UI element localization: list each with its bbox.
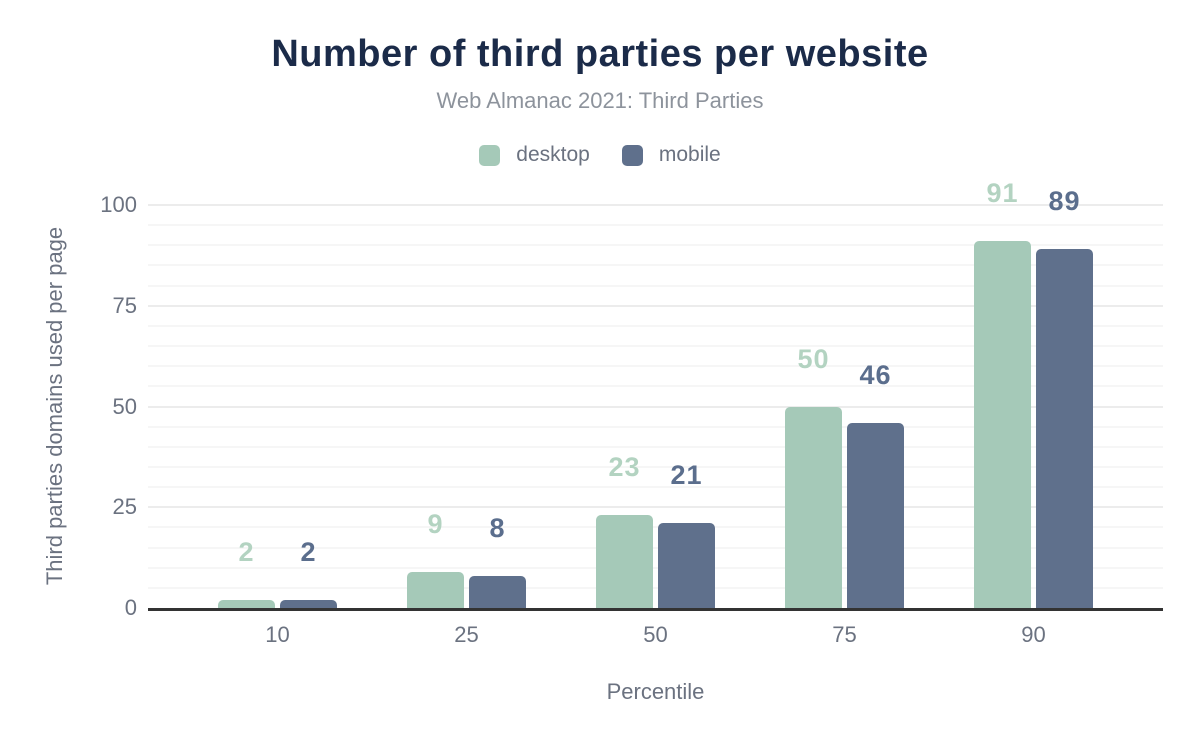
x-tick-label: 10	[265, 622, 290, 647]
gridline	[148, 324, 1163, 327]
gridline	[148, 264, 1163, 267]
bar-value-label: 8	[489, 512, 506, 543]
x-tick-label: 75	[832, 622, 857, 647]
y-axis-title: Third parties domains used per page	[42, 226, 67, 586]
chart-title: Number of third parties per website	[271, 33, 929, 75]
gridline	[148, 365, 1163, 368]
bar-value-label: 46	[859, 359, 892, 390]
gridline	[148, 385, 1163, 388]
legend-label: desktop	[516, 143, 590, 166]
y-axis-ticks: 0 25 50 75 100	[0, 192, 137, 620]
bar-desktop-p50	[596, 515, 653, 608]
bar-mobile-p25	[469, 575, 526, 608]
bar-desktop-p90	[974, 241, 1031, 608]
y-tick-label: 50	[112, 393, 137, 419]
x-axis-ticks: 10 25 50 75 90	[148, 622, 1163, 652]
bar-desktop-p10	[218, 599, 275, 608]
bar-value-label: 9	[427, 508, 444, 539]
bar-value-label: 21	[670, 460, 703, 491]
x-tick-label: 50	[643, 622, 668, 647]
legend-label: mobile	[658, 143, 721, 166]
y-tick-label: 25	[112, 494, 137, 520]
y-tick-label: 75	[112, 292, 137, 318]
y-tick-label: 100	[100, 192, 137, 217]
gridline	[148, 586, 1163, 589]
gridline	[148, 345, 1163, 348]
x-axis-title: Percentile	[606, 679, 705, 704]
x-tick-label: 90	[1021, 622, 1046, 647]
gridline	[148, 405, 1163, 408]
gridline	[148, 304, 1163, 307]
legend: desktop mobile	[0, 143, 1200, 167]
bar-value-label: 50	[797, 343, 830, 374]
gridline	[148, 465, 1163, 468]
gridline	[148, 425, 1163, 428]
plot-area: 2 2 9 8 23 21 50 46 91 89	[148, 178, 1163, 611]
gridline	[148, 546, 1163, 549]
gridline	[148, 224, 1163, 227]
gridline	[148, 486, 1163, 489]
gridline	[148, 566, 1163, 569]
bar-value-label: 2	[300, 536, 317, 567]
mobile-legend-swatch-icon	[621, 144, 643, 166]
bar-desktop-p25	[407, 571, 464, 608]
legend-item-mobile[interactable]: mobile	[621, 143, 721, 167]
gridline	[148, 506, 1163, 509]
desktop-legend-swatch-icon	[479, 144, 501, 166]
gridline	[148, 204, 1163, 206]
bar-mobile-p90	[1036, 249, 1093, 608]
bar-mobile-p10	[280, 599, 337, 608]
chart-subtitle: Web Almanac 2021: Third Parties	[436, 88, 764, 113]
bar-mobile-p75	[847, 422, 904, 608]
x-axis-line	[148, 608, 1163, 611]
bar-value-label: 23	[608, 452, 641, 483]
bar-mobile-p50	[658, 523, 715, 608]
bar-value-label: 91	[986, 178, 1019, 209]
bar-value-label: 89	[1048, 186, 1081, 217]
x-tick-label: 25	[454, 622, 479, 647]
bar-value-label: 2	[238, 536, 255, 567]
gridline	[148, 445, 1163, 448]
gridline	[148, 526, 1163, 529]
gridline	[148, 284, 1163, 287]
legend-item-desktop[interactable]: desktop	[479, 143, 590, 167]
bar-desktop-p75	[785, 406, 842, 608]
y-tick-label: 0	[124, 595, 137, 620]
gridline	[148, 244, 1163, 247]
